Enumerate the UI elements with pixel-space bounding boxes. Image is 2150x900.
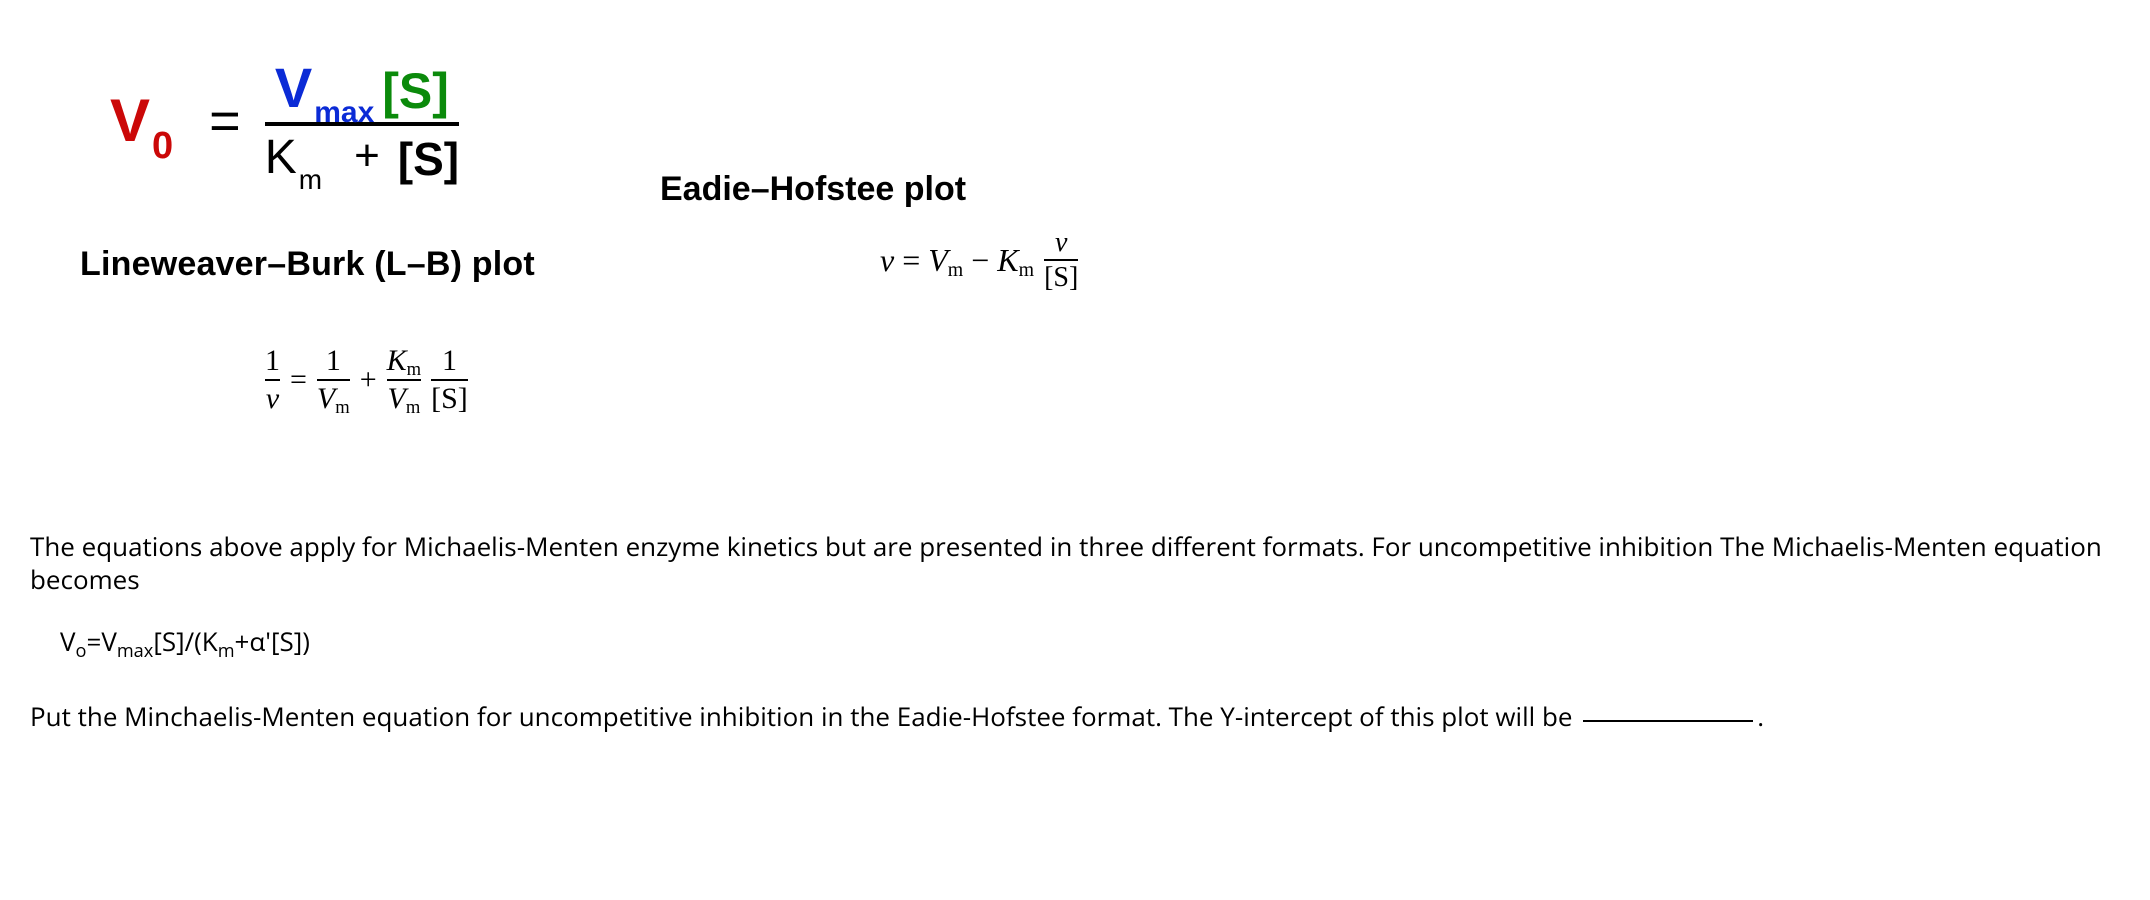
q2-o: o — [76, 639, 87, 663]
eh-km-k: K — [997, 242, 1018, 278]
eadie-hofstee-equation: v = Vm − Km v [S] — [880, 228, 1078, 293]
lb-frac-1-over-v: 1 v — [265, 345, 280, 414]
lb-f3-num: Km — [387, 345, 421, 377]
eh-v: v — [880, 242, 894, 279]
mm-fraction: V max [S] K m + [S] — [265, 60, 459, 182]
lb-frac-1-over-s: 1 [S] — [431, 345, 468, 414]
eh-vm: Vm — [928, 242, 963, 279]
question-equation-uncompetitive: Vo=Vmax[S]/(Km+α'[S]) — [60, 625, 2120, 658]
fraction-bar — [317, 379, 350, 381]
lb-f1-den: v — [266, 383, 279, 415]
lb-plus: + — [360, 363, 377, 397]
answer-blank[interactable] — [1583, 720, 1753, 722]
mm-denominator-s: [S] — [398, 136, 459, 182]
eadie-hofstee-heading: Eadie–Hofstee plot — [660, 170, 966, 209]
lb-f4-num: 1 — [442, 345, 457, 377]
lb-f1-num: 1 — [265, 345, 280, 377]
mm-lhs-v0: V 0 — [110, 91, 173, 151]
q2-mid2: [S]/(K — [153, 623, 217, 659]
q2-v: V — [60, 623, 76, 659]
q2-max: max — [117, 639, 153, 663]
lb-f3-num-m: m — [407, 359, 421, 380]
mm-plus: + — [354, 134, 380, 178]
q2-m: m — [218, 639, 235, 663]
lb-f3-den-v: V — [387, 382, 405, 415]
lb-f2-num: 1 — [326, 345, 341, 377]
lb-f2-den: Vm — [317, 383, 350, 415]
eh-km-m: m — [1019, 259, 1034, 281]
lb-f3-den-m: m — [406, 397, 420, 418]
eh-frac-v-over-s: v [S] — [1044, 228, 1078, 293]
lineweaver-burk-heading: Lineweaver–Burk (L–B) plot — [80, 245, 535, 284]
question-paragraph-3: Put the Minchaelis-Menten equation for u… — [30, 700, 2120, 733]
q3-before: Put the Minchaelis-Menten equation for u… — [30, 698, 1579, 734]
mm-km-k: K — [265, 134, 297, 182]
eh-minus: − — [971, 242, 989, 279]
lineweaver-burk-equation: 1 v = 1 Vm + Km Vm 1 [S] — [265, 345, 468, 414]
michaelis-menten-equation: V 0 = V max [S] K m + [S] — [110, 60, 459, 182]
mm-v0-v: V — [110, 91, 150, 151]
lb-f3-den: Vm — [387, 383, 420, 415]
lb-frac-1-over-vm: 1 Vm — [317, 345, 350, 414]
eh-eq-sign: = — [902, 242, 920, 279]
q2-mid3: +α'[S]) — [235, 623, 310, 659]
q3-after: . — [1757, 698, 1764, 734]
mm-denominator: K m + [S] — [265, 134, 459, 182]
lb-f2-den-m: m — [335, 397, 349, 418]
eh-vm-m: m — [948, 259, 963, 281]
mm-v0-zero: 0 — [152, 127, 173, 165]
q2-mid1: =V — [86, 623, 116, 659]
lb-f3-num-k: K — [387, 344, 407, 377]
mm-equals: = — [209, 90, 241, 152]
fraction-bar — [431, 379, 468, 381]
lb-eq-sign: = — [290, 363, 307, 397]
mm-vmax-v: V — [275, 60, 312, 116]
page: V 0 = V max [S] K m + [S] Lineweaver–Bur… — [0, 0, 2150, 900]
mm-km-m: m — [299, 166, 322, 194]
lb-f4-den: [S] — [431, 383, 468, 415]
eh-km: Km — [997, 242, 1034, 279]
fraction-bar — [1044, 259, 1078, 261]
fraction-bar — [265, 379, 280, 381]
mm-numerator-s: [S] — [382, 66, 449, 116]
mm-numerator: V max [S] — [275, 60, 449, 116]
eh-vm-v: V — [928, 242, 948, 278]
eh-frac-num: v — [1055, 228, 1067, 257]
lb-f2-den-v: V — [317, 382, 335, 415]
lb-frac-km-over-vm: Km Vm — [387, 345, 421, 414]
mm-vmax-max: max — [314, 98, 374, 128]
question-paragraph-1: The equations above apply for Michaelis-… — [30, 530, 2120, 597]
eh-frac-den: [S] — [1044, 263, 1078, 292]
